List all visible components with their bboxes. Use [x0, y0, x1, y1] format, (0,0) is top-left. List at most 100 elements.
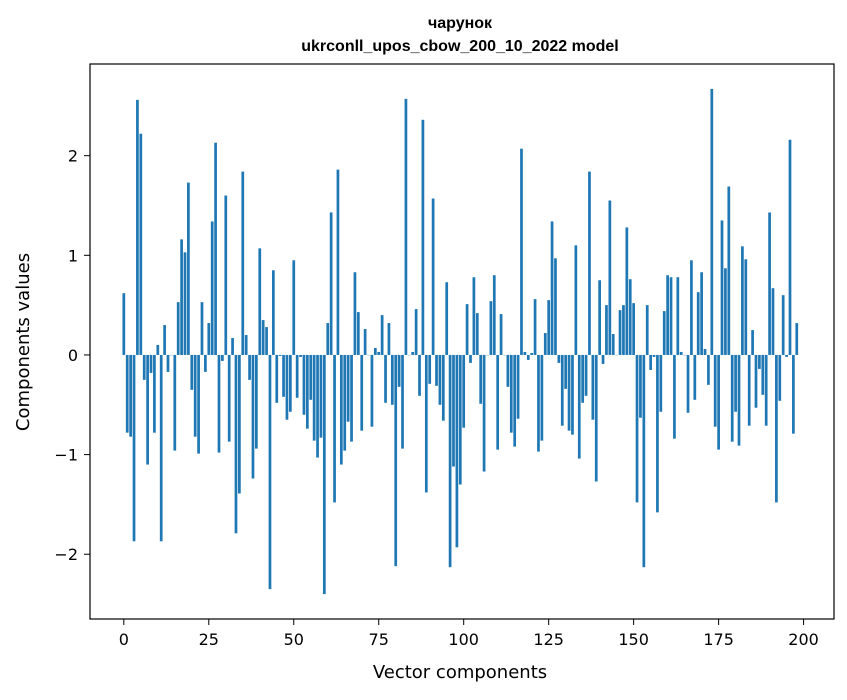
- bar: [286, 355, 289, 420]
- x-tick-label: 25: [199, 630, 219, 649]
- bar: [292, 260, 295, 355]
- bar: [493, 275, 496, 355]
- bar: [649, 355, 652, 370]
- bar: [622, 305, 625, 355]
- bar: [299, 355, 302, 357]
- bar: [218, 355, 221, 453]
- bar: [547, 300, 550, 355]
- bar: [289, 355, 292, 412]
- bar: [180, 239, 183, 355]
- y-tick-label: 0: [68, 346, 78, 365]
- bar: [642, 355, 645, 567]
- bar: [724, 268, 727, 355]
- bar: [755, 355, 758, 408]
- bar: [707, 355, 710, 385]
- bar: [126, 355, 129, 433]
- bar: [265, 327, 268, 355]
- bar: [160, 355, 163, 541]
- bar: [704, 349, 707, 355]
- bar: [384, 355, 387, 403]
- bar: [401, 355, 404, 449]
- bar: [187, 183, 190, 355]
- bar: [714, 355, 717, 427]
- bar: [269, 355, 272, 589]
- bar: [313, 355, 316, 441]
- bar: [207, 323, 210, 355]
- y-axis-label: Components values: [13, 253, 34, 431]
- bar: [442, 355, 445, 421]
- bar: [700, 272, 703, 355]
- bar: [537, 355, 540, 452]
- x-tick-label: 50: [284, 630, 304, 649]
- bar: [439, 355, 442, 405]
- x-axis-label: Vector components: [373, 662, 547, 683]
- bar: [751, 330, 754, 355]
- bar: [129, 355, 132, 437]
- bar: [388, 323, 391, 355]
- bar: [490, 301, 493, 355]
- bar: [381, 315, 384, 355]
- bar: [405, 99, 408, 355]
- bar: [303, 355, 306, 415]
- bar: [323, 355, 326, 594]
- bar: [479, 355, 482, 404]
- bar: [347, 355, 350, 422]
- bar: [357, 312, 360, 355]
- bar: [221, 355, 224, 361]
- bar: [418, 355, 421, 396]
- bar: [248, 355, 251, 380]
- bar: [639, 355, 642, 418]
- bar: [425, 355, 428, 493]
- bar: [575, 245, 578, 355]
- bar: [676, 277, 679, 355]
- bar-series: [122, 89, 798, 594]
- bar: [422, 120, 425, 355]
- bar: [659, 355, 662, 412]
- bar: [530, 353, 533, 355]
- bar: [608, 201, 611, 355]
- bar: [476, 313, 479, 355]
- bar: [415, 309, 418, 355]
- bar: [496, 355, 499, 450]
- bar: [789, 140, 792, 355]
- bar: [612, 334, 615, 355]
- bar: [581, 355, 584, 403]
- bar: [435, 355, 438, 386]
- bar: [693, 355, 696, 400]
- bar: [500, 314, 503, 355]
- y-tick-label: −2: [54, 545, 78, 564]
- bar: [354, 272, 357, 355]
- bar: [527, 355, 530, 360]
- bar: [241, 172, 244, 355]
- bar: [469, 355, 472, 363]
- bar: [731, 355, 734, 442]
- bar: [316, 355, 319, 458]
- bar: [571, 355, 574, 435]
- bar: [721, 220, 724, 355]
- bar: [656, 355, 659, 512]
- bar: [258, 248, 261, 355]
- bar: [710, 89, 713, 355]
- bar: [279, 355, 282, 356]
- bar: [595, 355, 598, 482]
- bar: [541, 355, 544, 441]
- bar: [204, 355, 207, 372]
- x-tick-label: 125: [533, 630, 564, 649]
- bar: [663, 311, 666, 355]
- bar: [466, 304, 469, 355]
- bar: [782, 295, 785, 355]
- bar: [371, 355, 374, 427]
- chart-title: чарунок: [428, 15, 493, 32]
- bar: [211, 221, 214, 355]
- bar: [282, 355, 285, 397]
- bar: [629, 279, 632, 355]
- x-tick-label: 100: [448, 630, 479, 649]
- x-tick-label: 150: [618, 630, 649, 649]
- bar: [673, 355, 676, 439]
- bar: [765, 355, 768, 426]
- bar: [306, 355, 309, 429]
- bar: [544, 333, 547, 355]
- bar: [734, 355, 737, 412]
